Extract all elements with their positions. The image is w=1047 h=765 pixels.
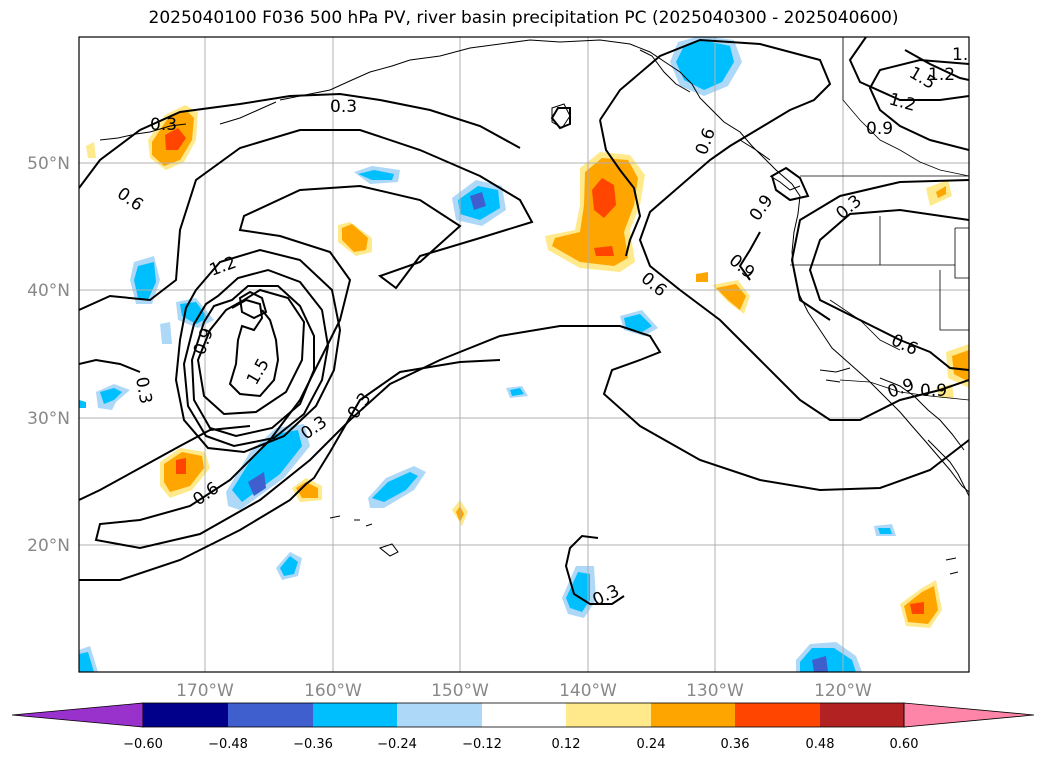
colorbar-segment xyxy=(820,703,904,727)
latitude-labels: 20°N 30°N 40°N 50°N xyxy=(27,154,70,556)
contour-label: 0.6 xyxy=(113,184,147,216)
lat-label: 40°N xyxy=(27,281,70,301)
colorbar-tick-label: 0.36 xyxy=(721,737,750,752)
colorbar-segment xyxy=(482,703,566,727)
lat-label: 30°N xyxy=(27,409,70,429)
colorbar-segment xyxy=(397,703,482,727)
contour-label: 0.6 xyxy=(888,330,921,360)
contour-label: 0.3 xyxy=(832,191,866,224)
contour-label: 0.6 xyxy=(692,125,720,157)
colorbar-tick-label: 0.48 xyxy=(806,737,835,752)
longitude-labels: 170°W 160°W 150°W 140°W 130°W 120°W xyxy=(176,681,872,701)
contour-label: 0.9 xyxy=(725,251,759,284)
lat-label: 50°N xyxy=(27,154,70,174)
pv-contours xyxy=(79,37,969,605)
positive-anomaly-pnw xyxy=(545,152,645,272)
colorbar-tick-label: −0.60 xyxy=(123,737,163,752)
lon-label: 150°W xyxy=(431,681,489,701)
lon-label: 160°W xyxy=(304,681,362,701)
contour-label: 0.9 xyxy=(920,381,947,401)
precipitation-shading xyxy=(79,37,969,672)
colorbar-tick-label: 0.24 xyxy=(637,737,666,752)
contour-label: 0.3 xyxy=(150,115,177,135)
colorbar-tick-label: 0.60 xyxy=(890,737,919,752)
positive-anomaly-aleutian xyxy=(148,105,198,170)
colorbar-segment xyxy=(143,703,228,727)
political-borders xyxy=(790,37,969,401)
colorbar-tick-label: −0.12 xyxy=(462,737,502,752)
colorbar-segment xyxy=(735,703,820,727)
contour-label: 1.2 xyxy=(928,65,955,85)
contour-label: 0.9 xyxy=(746,191,778,225)
colorbar-tick-label: −0.24 xyxy=(377,737,417,752)
contour-label: 1.5 xyxy=(243,355,274,388)
contour-label: 0.9 xyxy=(885,375,917,403)
colorbar-extend-high xyxy=(903,702,1035,728)
map-title: 2025040100 F036 500 hPa PV, river basin … xyxy=(148,8,899,28)
contour-label: 1.2 xyxy=(887,90,918,116)
colorbar-tick-label: −0.36 xyxy=(293,737,333,752)
colorbar-segment xyxy=(651,703,735,727)
map-frame xyxy=(78,36,970,673)
lon-label: 120°W xyxy=(814,681,872,701)
contour-label: 0.3 xyxy=(330,97,357,117)
contour-label: 0.6 xyxy=(637,269,671,302)
lon-label: 170°W xyxy=(176,681,234,701)
contour-label: 1.5 xyxy=(952,45,979,65)
contour-label: 0.9 xyxy=(190,325,218,357)
colorbar-segment xyxy=(313,703,397,727)
graticule xyxy=(79,37,969,672)
lon-label: 130°W xyxy=(686,681,744,701)
positive-anomaly-small xyxy=(86,142,969,628)
contour-label: 0.3 xyxy=(131,375,155,405)
colorbar-tick-label: −0.48 xyxy=(208,737,248,752)
contour-label: 0.9 xyxy=(866,119,893,139)
colorbar-extend-low xyxy=(11,702,144,728)
colorbar-tick-label: 0.12 xyxy=(552,737,581,752)
colorbar: −0.60 −0.48 −0.36 −0.24 −0.12 0.12 0.24 … xyxy=(11,702,1035,752)
map-plot-area: 0.3 0.6 0.9 1.2 1.5 0.6 0.3 0.9 1.2 1.5 … xyxy=(79,37,979,672)
lat-label: 20°N xyxy=(27,536,70,556)
lon-label: 140°W xyxy=(559,681,617,701)
colorbar-segment xyxy=(566,703,651,727)
coastlines xyxy=(99,39,969,575)
colorbar-segment xyxy=(228,703,313,727)
colorbar-tick-labels: −0.60 −0.48 −0.36 −0.24 −0.12 0.12 0.24 … xyxy=(123,737,918,752)
